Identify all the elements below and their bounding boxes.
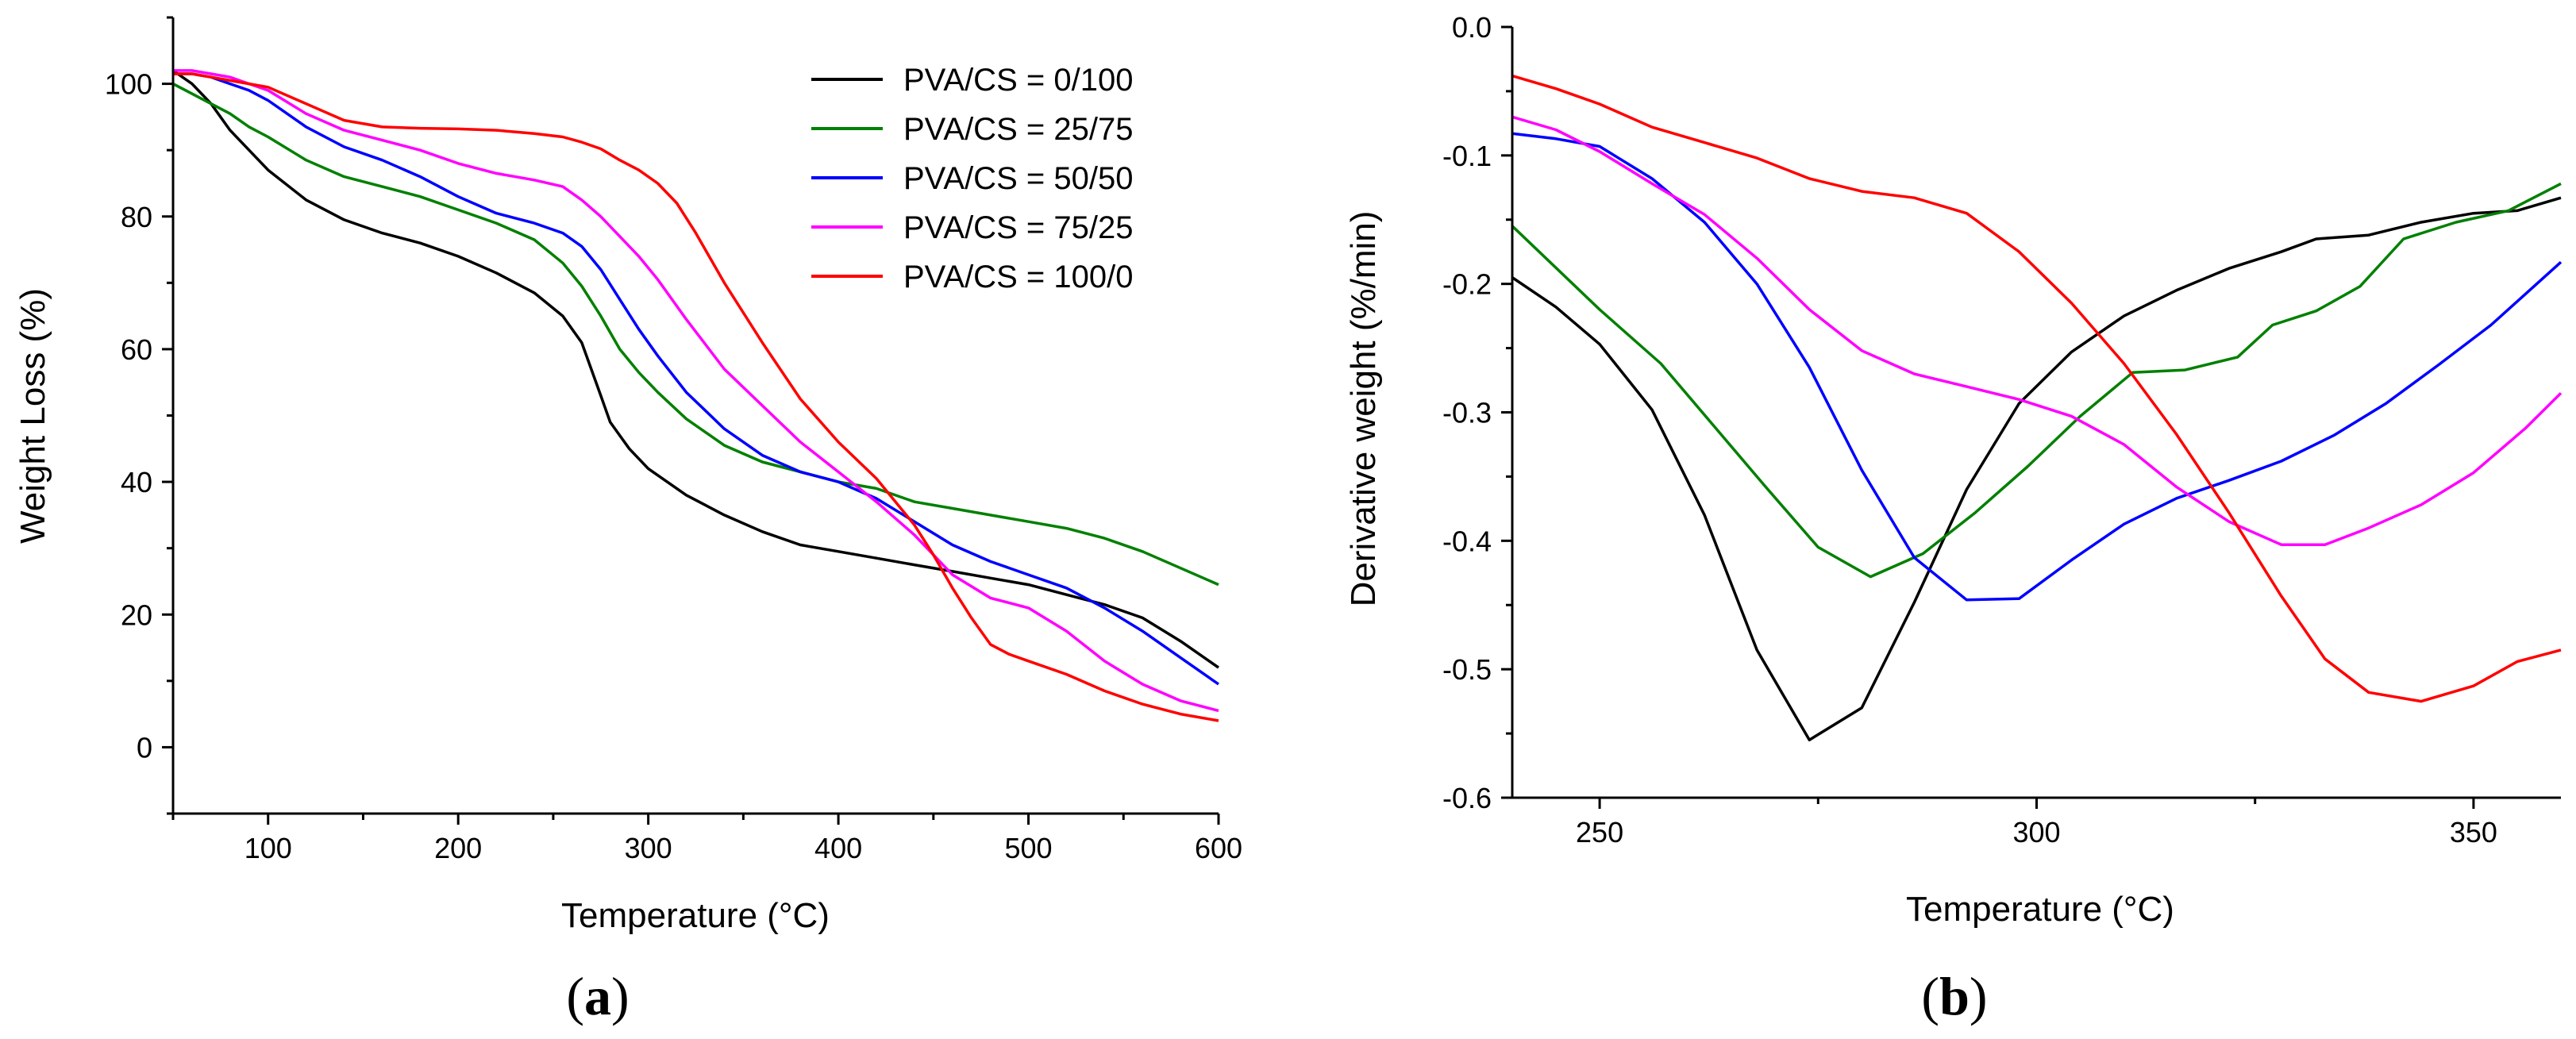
panel-a-x-tick-label: 600 <box>1195 832 1242 864</box>
panel-a-x-tick-label: 400 <box>814 832 862 864</box>
panel-b-series-line-0 <box>1512 196 2562 741</box>
panel-a-x-tick-label: 200 <box>434 832 482 864</box>
panel-b-label-close: ) <box>1970 966 1988 1026</box>
panel-b-series-line-2 <box>1512 132 2563 602</box>
panel-a-label: (a) <box>566 966 629 1026</box>
panel-b-label-letter: b <box>1939 966 1970 1026</box>
panel-b-series-line-1 <box>1512 182 2562 579</box>
panel-b-x-axis-title: Temperature (°C) <box>1906 890 2174 929</box>
panel-a-label-close: ) <box>611 966 630 1026</box>
panel-b-x-tick-label: 300 <box>2012 816 2060 849</box>
panel-a-ticks-group: 100 200 300 400 500 600 0 20 40 60 80 100 <box>105 16 1242 864</box>
legend-label-3: PVA/CS = 75/25 <box>903 210 1133 245</box>
panel-b-y-tick-label: -0.2 <box>1442 268 1492 301</box>
panel-a-series-line-4 <box>173 72 1219 722</box>
panel-b-series-line-4 <box>1512 74 2562 703</box>
panel-a-series-line-1 <box>173 83 1219 587</box>
panel-a-chart: 100 200 300 400 500 600 0 20 40 60 80 100 Temperatu… <box>13 16 1242 1026</box>
panel-b-y-tick-label: -0.1 <box>1442 140 1492 172</box>
panel-b-label-open: ( <box>1921 966 1939 1026</box>
panel-a-x-tick-label: 300 <box>625 832 672 864</box>
panel-b-x-tick-label: 250 <box>1576 816 1623 849</box>
legend-label-1: PVA/CS = 25/75 <box>903 112 1133 147</box>
panel-b-y-axis-title: Derivative weight (%/min) <box>1344 211 1383 607</box>
panel-b-y-tick-label: 0.0 <box>1452 11 1492 44</box>
panel-a-series-line-2 <box>173 72 1220 686</box>
panel-a-label-open: ( <box>566 966 584 1026</box>
panel-a-y-axis-title: Weight Loss (%) <box>13 288 52 544</box>
panel-b-chart: 250 300 350 0.0 -0.1 -0.2 -0.3 -0.4 -0.5 -0.6 Tem… <box>1344 11 2563 1026</box>
panel-b-series-line-3 <box>1512 115 2563 546</box>
panel-a-x-tick-label: 500 <box>1005 832 1053 864</box>
panel-a-x-tick-label: 100 <box>245 832 292 864</box>
panel-b-plot-frame <box>1511 27 2561 799</box>
panel-a-label-letter: a <box>584 966 611 1026</box>
panel-a-y-tick-label: 100 <box>105 68 152 101</box>
panel-b-y-tick-label: -0.4 <box>1442 525 1492 557</box>
panel-a-y-tick-label: 20 <box>121 598 152 631</box>
panel-a-y-tick-label: 0 <box>137 731 152 764</box>
panel-b-y-tick-label: -0.5 <box>1442 653 1492 686</box>
panel-a-series-line-0 <box>173 69 1220 669</box>
legend-label-4: PVA/CS = 100/0 <box>903 260 1133 294</box>
legend-label-0: PVA/CS = 0/100 <box>903 63 1133 98</box>
legend-label-2: PVA/CS = 50/50 <box>903 161 1133 196</box>
panel-a-x-axis-title: Temperature (°C) <box>561 896 830 935</box>
panel-a-y-tick-label: 60 <box>121 333 152 366</box>
panel-b-y-tick-label: -0.6 <box>1442 782 1492 814</box>
panel-a-y-tick-label: 80 <box>121 201 152 233</box>
panel-a-series-group <box>173 69 1220 722</box>
panel-a-y-tick-label: 40 <box>121 466 152 498</box>
panel-b-x-tick-label: 350 <box>2450 816 2497 849</box>
panel-b-ticks-group: 250 300 350 0.0 -0.1 -0.2 -0.3 -0.4 -0.5 -0.6 <box>1442 11 2497 849</box>
panel-b-y-tick-label: -0.3 <box>1442 397 1492 429</box>
panel-b-label: (b) <box>1921 966 1987 1026</box>
panel-a-series-line-3 <box>173 69 1219 713</box>
panel-b-series-group <box>1512 74 2563 741</box>
panel-a-legend: PVA/CS = 0/100 PVA/CS = 25/75 PVA/CS = 50/… <box>811 63 1133 294</box>
